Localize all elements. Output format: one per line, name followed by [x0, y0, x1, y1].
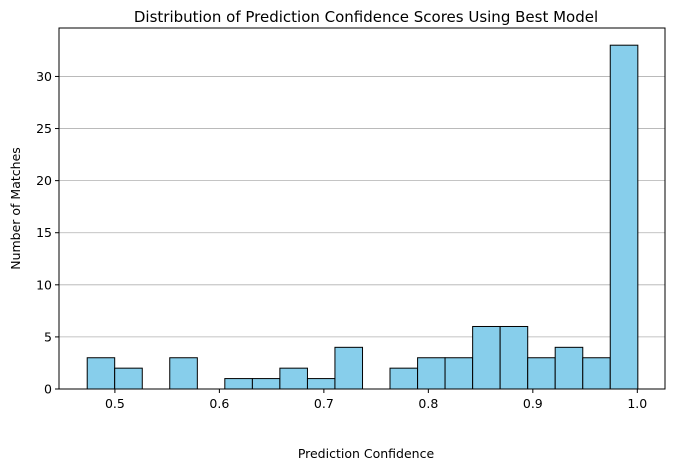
- y-tick-label: 30: [36, 69, 52, 84]
- x-tick-label: 0.9: [523, 396, 543, 411]
- histogram-bar: [444, 357, 474, 390]
- chart-title: Distribution of Prediction Confidence Sc…: [134, 8, 598, 26]
- histogram-bar: [86, 357, 116, 390]
- histogram-bar: [582, 357, 611, 390]
- y-tick-label: 5: [44, 329, 52, 344]
- histogram-bar: [417, 357, 446, 390]
- histogram-bar: [609, 44, 639, 390]
- histogram-bars: [86, 44, 639, 390]
- histogram-bar: [224, 378, 253, 390]
- histogram-bar: [389, 367, 419, 390]
- histogram-bar: [114, 367, 143, 390]
- y-axis-ticks: 0 5 10 15 20 25 30: [36, 69, 59, 397]
- histogram-bar: [472, 325, 501, 390]
- plot-frame: [58, 27, 666, 390]
- y-tick-label: 20: [36, 173, 52, 188]
- x-tick-label: 0.7: [314, 396, 334, 411]
- x-axis-label: Prediction Confidence: [298, 446, 435, 461]
- histogram-bar: [334, 346, 364, 390]
- y-tick-label: 15: [36, 225, 52, 240]
- histogram-bar: [499, 325, 529, 390]
- x-tick-label: 0.8: [418, 396, 438, 411]
- histogram-bar: [169, 357, 198, 390]
- grid-lines: [59, 76, 665, 390]
- histogram-bar: [279, 367, 308, 390]
- y-axis-label: Number of Matches: [8, 147, 23, 270]
- y-tick-label: 0: [44, 382, 52, 397]
- x-axis-ticks: 0.5 0.6 0.7 0.8 0.9 1.0: [105, 389, 647, 411]
- histogram-bar: [554, 346, 584, 390]
- y-tick-label: 25: [36, 121, 52, 136]
- x-tick-label: 1.0: [627, 396, 647, 411]
- x-tick-label: 0.6: [209, 396, 229, 411]
- histogram-bar: [251, 378, 281, 390]
- histogram-bar: [306, 378, 336, 390]
- histogram-bar: [527, 357, 556, 390]
- y-tick-label: 10: [36, 277, 52, 292]
- x-tick-label: 0.5: [105, 396, 125, 411]
